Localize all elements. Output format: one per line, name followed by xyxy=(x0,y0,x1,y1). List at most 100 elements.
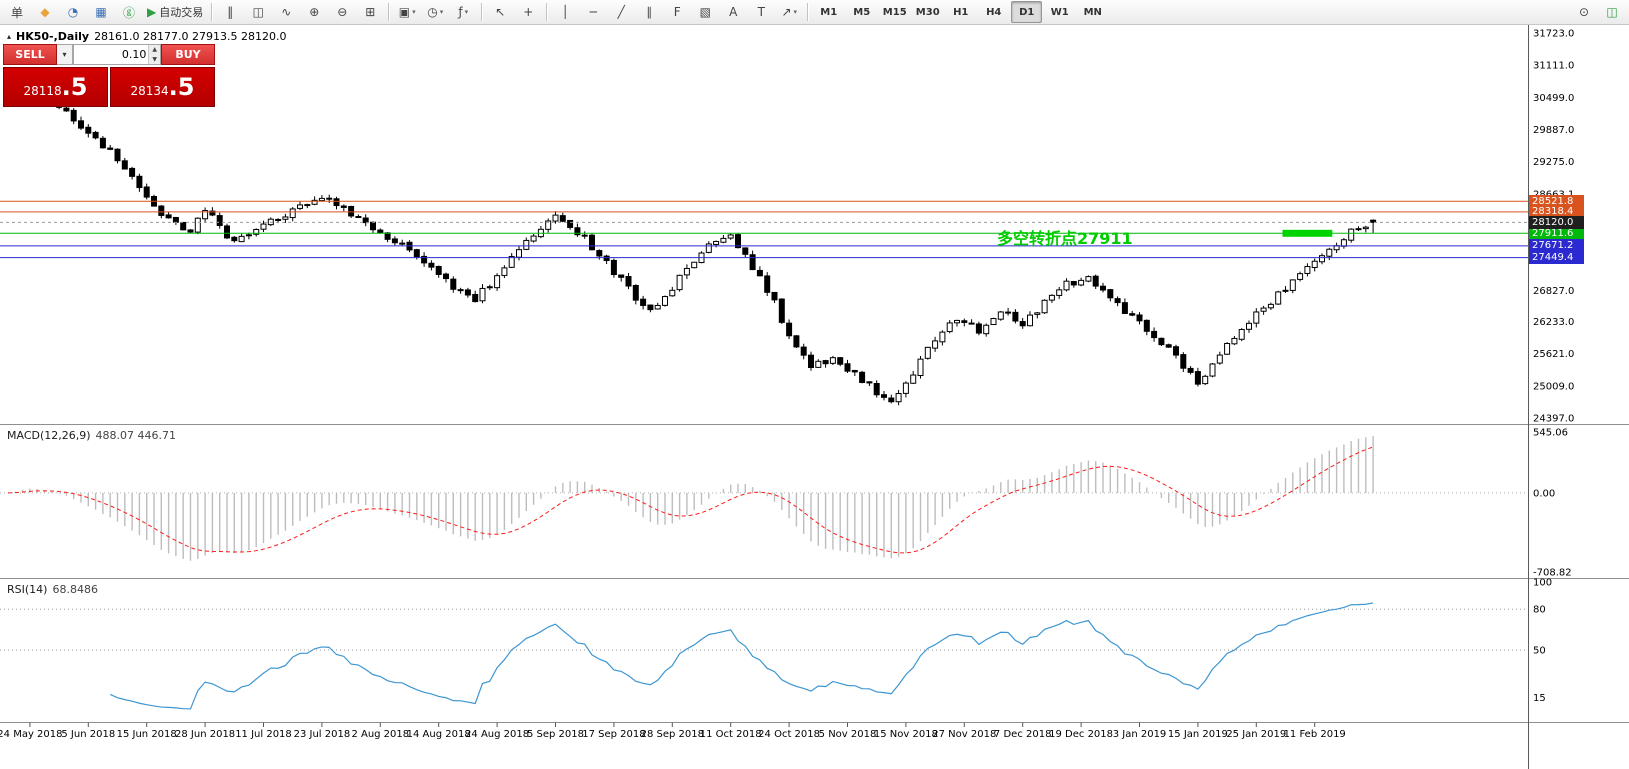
svg-text:25621.0: 25621.0 xyxy=(1533,349,1574,360)
sell-price[interactable]: 28118 .5 xyxy=(3,67,108,107)
timeframe-m5[interactable]: M5 xyxy=(853,6,871,18)
label-tool-button[interactable]: T xyxy=(757,5,765,19)
terminal-icon[interactable]: ⓖ xyxy=(122,5,135,20)
svg-text:14 Aug 2018: 14 Aug 2018 xyxy=(407,729,471,740)
toolbar-separator xyxy=(211,3,213,21)
svg-text:15 Jan 2019: 15 Jan 2019 xyxy=(1168,729,1228,740)
charts-grid-icon[interactable]: ◆ xyxy=(40,5,50,19)
timeframe-h1[interactable]: H1 xyxy=(953,6,969,18)
svg-text:25009.0: 25009.0 xyxy=(1533,381,1574,392)
svg-text:24 May 2018: 24 May 2018 xyxy=(0,729,63,740)
macd-label: MACD(12,26,9) 488.07 446.71 xyxy=(7,429,176,442)
volume-up-button[interactable]: ▲ xyxy=(149,45,160,55)
price-tag: 27671.2 xyxy=(1529,239,1584,253)
toolbar-separator xyxy=(546,3,548,21)
bar-chart-type-button[interactable]: ‖ xyxy=(227,5,234,19)
svg-text:15 Nov 2018: 15 Nov 2018 xyxy=(874,729,938,740)
symbol-period-label: HK50-,Daily xyxy=(16,30,90,43)
sell-button[interactable]: SELL xyxy=(3,44,57,65)
svg-text:11 Feb 2019: 11 Feb 2019 xyxy=(1284,729,1346,740)
price-tag: 28120.0 xyxy=(1529,215,1584,229)
cursor-tool-button[interactable]: ↖ xyxy=(495,5,506,19)
timeframe-m30[interactable]: M30 xyxy=(915,6,940,18)
timeframe-h4[interactable]: H4 xyxy=(986,6,1002,18)
svg-text:30499.0: 30499.0 xyxy=(1533,93,1574,104)
svg-text:24 Oct 2018: 24 Oct 2018 xyxy=(758,729,820,740)
chart-window-button[interactable]: ◫ xyxy=(1606,5,1618,19)
fibonacci-tool-button[interactable]: F xyxy=(673,5,681,19)
timeframe-m1[interactable]: M1 xyxy=(820,6,838,18)
svg-text:17 Sep 2018: 17 Sep 2018 xyxy=(582,729,645,740)
navigator-icon[interactable]: ▦ xyxy=(95,5,107,19)
svg-text:5 Sep 2018: 5 Sep 2018 xyxy=(527,729,584,740)
horizontal-line-tool-button[interactable]: ─ xyxy=(589,5,597,19)
toolbar-separator xyxy=(807,3,809,21)
profiles-button[interactable]: ◷ ▾ xyxy=(427,5,444,19)
svg-text:50: 50 xyxy=(1533,646,1546,657)
svg-text:28 Jun 2018: 28 Jun 2018 xyxy=(175,729,235,740)
crosshair-tool-button[interactable]: + xyxy=(523,5,534,19)
macd-signal-line xyxy=(7,446,1374,554)
volume-down-button[interactable]: ▼ xyxy=(149,54,160,64)
new-order-button[interactable]: 单 xyxy=(10,5,23,20)
svg-text:80: 80 xyxy=(1533,605,1546,616)
timeframe-mn[interactable]: MN xyxy=(1083,6,1102,18)
svg-text:545.06: 545.06 xyxy=(1533,428,1568,439)
annotation-text: 多空转折点27911 xyxy=(997,229,1133,248)
channel-tool-button[interactable]: ∥ xyxy=(646,5,653,19)
svg-text:29275.0: 29275.0 xyxy=(1533,157,1574,168)
sell-price-big-digit: .5 xyxy=(61,73,88,101)
text-tool-button[interactable]: A xyxy=(729,5,738,19)
sell-price-main: 28118 xyxy=(23,83,62,98)
shapes-tool-button[interactable]: ▧ xyxy=(699,5,711,19)
autotrading-button[interactable]: ▶ 自动交易 xyxy=(147,5,204,19)
svg-text:31111.0: 31111.0 xyxy=(1533,61,1574,72)
svg-text:19 Dec 2018: 19 Dec 2018 xyxy=(1049,729,1113,740)
svg-text:26827.0: 26827.0 xyxy=(1533,286,1574,297)
timeframe-w1[interactable]: W1 xyxy=(1050,6,1069,18)
timeframe-m15[interactable]: M15 xyxy=(882,6,907,18)
order-settings-dropdown[interactable]: ▾ xyxy=(57,44,73,65)
svg-text:-708.82: -708.82 xyxy=(1533,568,1572,579)
green-level-bar xyxy=(1282,229,1333,237)
svg-text:31723.0: 31723.0 xyxy=(1533,29,1574,40)
vertical-line-tool-button[interactable]: │ xyxy=(561,5,569,19)
svg-text:100: 100 xyxy=(1533,578,1552,589)
rsi-label: RSI(14) 68.8486 xyxy=(7,583,98,596)
buy-price[interactable]: 28134 .5 xyxy=(110,67,215,107)
rsi-name: RSI(14) xyxy=(7,583,48,596)
rsi-line xyxy=(109,602,1374,710)
svg-text:28 Sep 2018: 28 Sep 2018 xyxy=(641,729,704,740)
price-tag: 28521.8 xyxy=(1529,194,1584,208)
new-chart-button[interactable]: ▣ ▾ xyxy=(398,5,416,19)
rsi-value: 68.8486 xyxy=(52,583,98,596)
chart-title: ▴ HK50-,Daily 28161.0 28177.0 27913.5 28… xyxy=(7,30,287,43)
zoom-in-button[interactable]: ⊕ xyxy=(309,5,320,19)
svg-text:24 Aug 2018: 24 Aug 2018 xyxy=(465,729,529,740)
volume-input[interactable] xyxy=(74,45,149,64)
svg-text:11 Jul 2018: 11 Jul 2018 xyxy=(235,729,292,740)
candlestick-chart-type-button[interactable]: ◫ xyxy=(252,5,264,19)
line-chart-type-button[interactable]: ∿ xyxy=(281,5,292,19)
svg-text:29887.0: 29887.0 xyxy=(1533,125,1574,136)
ohlc-values: 28161.0 28177.0 27913.5 28120.0 xyxy=(94,30,287,43)
search-symbols-button[interactable]: ⊙ xyxy=(1578,5,1590,19)
price-tag: 27911.6 xyxy=(1529,226,1584,240)
svg-text:5 Jun 2018: 5 Jun 2018 xyxy=(61,729,115,740)
trendline-tool-button[interactable]: ╱ xyxy=(617,5,625,19)
arrows-tool-button[interactable]: ↗ ▾ xyxy=(781,5,798,19)
svg-text:0.00: 0.00 xyxy=(1533,488,1555,499)
buy-button[interactable]: BUY xyxy=(161,44,215,65)
macd-name: MACD(12,26,9) xyxy=(7,429,91,442)
one-click-trading-panel: SELL ▾ ▲ ▼ BUY 28118 .5 28134 .5 xyxy=(3,44,215,107)
timeframe-d1[interactable]: D1 xyxy=(1011,1,1043,23)
toolbar-separator xyxy=(388,3,390,21)
indicators-button[interactable]: ƒ ▾ xyxy=(458,5,469,19)
zoom-out-button[interactable]: ⊖ xyxy=(337,5,348,19)
svg-text:15 Jun 2018: 15 Jun 2018 xyxy=(117,729,177,740)
svg-text:3 Jan 2019: 3 Jan 2019 xyxy=(1113,729,1167,740)
buy-price-main: 28134 xyxy=(130,83,169,98)
tile-windows-button[interactable]: ⊞ xyxy=(365,5,376,19)
market-watch-icon[interactable]: ◔ xyxy=(67,5,79,19)
